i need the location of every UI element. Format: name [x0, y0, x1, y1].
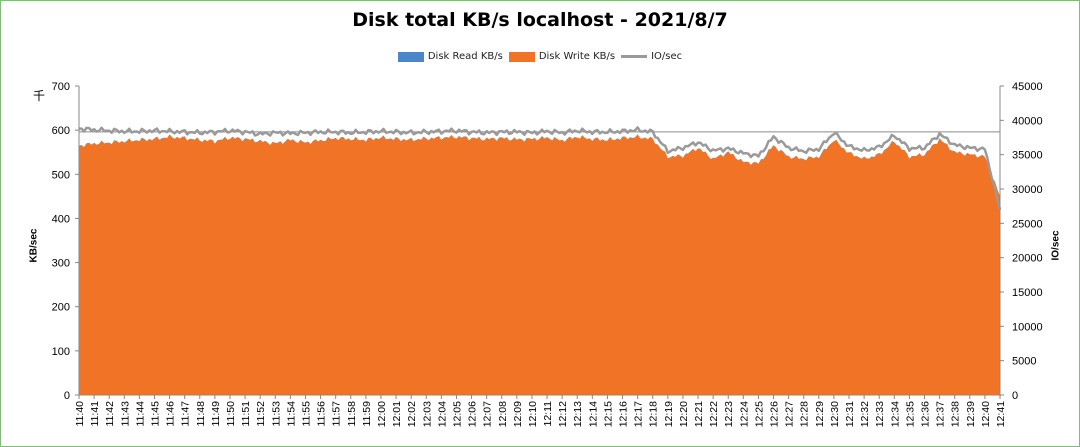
x-tick-label: 11:58 [346, 401, 358, 427]
legend-swatch-read [397, 51, 424, 62]
x-tick-label: 12:15 [602, 401, 614, 427]
y-axis-label-right: IO/sec [1050, 230, 1062, 261]
x-tick-label: 12:35 [904, 401, 916, 427]
y-tick-label-right: 35000 [1012, 150, 1043, 162]
x-tick-label: 11:46 [165, 401, 177, 427]
x-tick-label: 12:26 [769, 401, 781, 427]
x-tick-label: 11:51 [240, 401, 252, 427]
x-tick-label: 12:33 [874, 401, 886, 427]
x-tick-label: 11:53 [270, 401, 282, 427]
x-tick-label: 12:38 [950, 401, 962, 427]
y-tick-label-left: 700 [52, 81, 70, 93]
chart-title: Disk total KB/s localhost - 2021/8/7 [352, 9, 728, 31]
x-tick-label: 12:19 [663, 401, 675, 427]
x-tick-label: 12:23 [723, 401, 735, 427]
x-tick-label: 11:50 [225, 401, 237, 427]
legend-label-io: IO/sec [651, 51, 683, 62]
x-tick-label: 12:29 [814, 401, 826, 427]
x-tick-label: 12:20 [678, 401, 690, 427]
x-tick-label: 12:31 [844, 401, 856, 427]
legend-item-write: Disk Write KB/s [508, 51, 616, 62]
x-tick-label: 11:42 [104, 401, 116, 427]
legend-item-io: IO/sec [621, 51, 682, 62]
legend-label-read: Disk Read KB/s [427, 51, 503, 62]
x-tick-label: 12:39 [965, 401, 977, 427]
x-tick-label: 12:16 [618, 401, 630, 427]
x-tick-label: 12:06 [467, 401, 479, 427]
x-tick-label: 12:12 [557, 401, 569, 427]
y-tick-label-right: 15000 [1012, 287, 1043, 299]
x-tick-label: 11:57 [331, 401, 343, 427]
y-tick-label-left: 500 [52, 169, 70, 181]
y-tick-label-left: 0 [64, 390, 70, 402]
y-tick-label-right: 20000 [1012, 253, 1043, 265]
x-tick-label: 12:25 [753, 401, 765, 427]
x-tick-label: 12:17 [633, 401, 645, 427]
x-tick-label: 12:14 [587, 401, 599, 427]
x-tick-label: 11:41 [89, 401, 101, 427]
x-tick-label: 11:45 [149, 401, 161, 427]
y-tick-label-right: 25000 [1012, 218, 1043, 230]
y-tick-label-left: 100 [52, 346, 70, 358]
y-axis-unit-mark: 千 [33, 89, 46, 103]
x-tick-label: 12:40 [980, 401, 992, 427]
x-tick-label: 12:41 [995, 401, 1007, 427]
x-tick-label: 12:30 [829, 401, 841, 427]
legend-label-write: Disk Write KB/s [538, 51, 616, 62]
x-tick-label: 11:54 [285, 401, 297, 427]
x-tick-label: 11:43 [119, 401, 131, 427]
x-tick-label: 12:36 [920, 401, 932, 427]
y-tick-label-left: 600 [52, 125, 70, 137]
x-tick-label: 12:04 [436, 401, 448, 427]
legend-item-read: Disk Read KB/s [397, 51, 503, 62]
y-tick-label-right: 0 [1012, 390, 1018, 402]
x-tick-label: 12:11 [542, 401, 554, 427]
x-tick-label: 11:40 [74, 401, 86, 427]
x-tick-label: 12:22 [708, 401, 720, 427]
y-tick-label-right: 40000 [1012, 115, 1043, 127]
x-tick-label: 12:05 [451, 401, 463, 427]
x-tick-label: 11:52 [255, 401, 267, 427]
y-axis-label-left: KB/sec [28, 228, 40, 263]
x-tick-label: 12:37 [935, 401, 947, 427]
x-tick-label: 12:02 [406, 401, 418, 427]
x-tick-label: 11:59 [361, 401, 373, 427]
y-tick-label-left: 200 [52, 302, 70, 314]
x-tick-label: 12:18 [648, 401, 660, 427]
legend-swatch-io [621, 55, 648, 58]
x-tick-label: 12:08 [497, 401, 509, 427]
x-tick-label: 12:34 [889, 401, 901, 427]
x-tick-label: 12:24 [738, 401, 750, 427]
y-tick-label-right: 30000 [1012, 184, 1043, 196]
y-tick-label-right: 10000 [1012, 321, 1043, 333]
legend: Disk Read KB/s Disk Write KB/s IO/sec [0, 51, 1080, 62]
series-disk-write-area [79, 134, 1000, 395]
legend-swatch-write [508, 51, 535, 62]
x-tick-label: 11:47 [180, 401, 192, 427]
x-tick-label: 11:55 [300, 401, 312, 427]
y-tick-label-right: 45000 [1012, 81, 1043, 93]
x-tick-label: 11:56 [316, 401, 328, 427]
x-tick-label: 12:13 [572, 401, 584, 427]
y-tick-label-left: 300 [52, 258, 70, 270]
x-tick-label: 12:01 [391, 401, 403, 427]
series-io-sec-line [79, 126, 1002, 210]
x-tick-label: 12:10 [527, 401, 539, 427]
x-tick-label: 12:03 [421, 401, 433, 427]
x-tick-label: 12:00 [376, 401, 388, 427]
x-tick-label: 12:21 [693, 401, 705, 427]
x-tick-label: 12:28 [799, 401, 811, 427]
x-tick-label: 11:44 [134, 401, 146, 427]
y-tick-label-right: 5000 [1012, 356, 1036, 368]
x-tick-label: 11:48 [195, 401, 207, 427]
y-tick-label-left: 400 [52, 213, 70, 225]
x-tick-label: 12:07 [482, 401, 494, 427]
x-tick-label: 11:49 [210, 401, 222, 427]
x-tick-label: 12:27 [784, 401, 796, 427]
x-tick-label: 12:32 [859, 401, 871, 427]
x-tick-label: 12:09 [512, 401, 524, 427]
